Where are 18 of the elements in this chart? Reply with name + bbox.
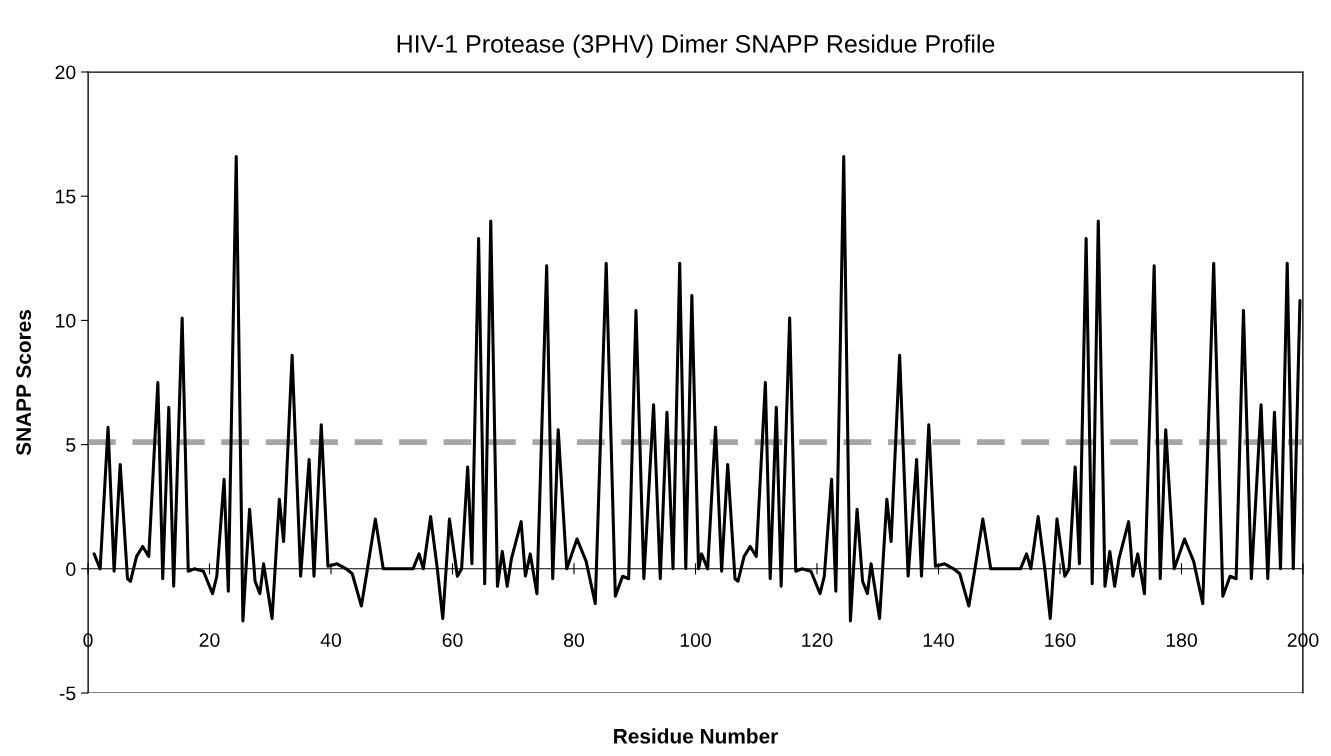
chart-title: HIV-1 Protease (3PHV) Dimer SNAPP Residue Profile [397, 34, 995, 58]
x-tick-label: 100 [680, 633, 711, 647]
x-tick-label: 160 [1045, 633, 1076, 647]
y-tick-label: 10 [56, 313, 76, 328]
x-tick-label: 40 [320, 633, 342, 647]
x-tick-label: 60 [442, 633, 463, 647]
y-axis-title: SNAPP Scores [16, 310, 32, 456]
y-tick-label: -5 [59, 686, 76, 701]
y-tick-label: 5 [66, 438, 76, 452]
x-tick-label: 180 [1166, 633, 1197, 647]
y-tick-label: 20 [55, 65, 76, 80]
x-tick-label: 140 [923, 633, 954, 647]
x-tick-label: 20 [199, 633, 220, 647]
y-tick-label: 0 [66, 562, 76, 577]
x-tick-label: 80 [564, 633, 585, 647]
y-tick-label: 15 [56, 189, 76, 204]
x-tick-label: 120 [802, 633, 833, 647]
x-axis-title: Residue Number [614, 728, 778, 744]
